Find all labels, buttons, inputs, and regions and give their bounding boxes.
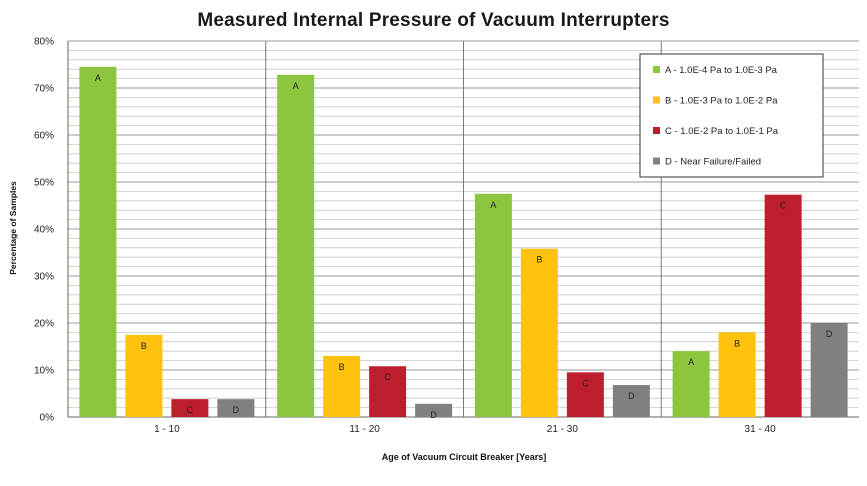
bar-label: A <box>688 357 694 367</box>
y-tick-label: 20% <box>34 319 54 330</box>
bar-d-1 <box>217 399 255 417</box>
y-tick-label: 10% <box>34 366 54 377</box>
bar-a-2 <box>277 74 315 417</box>
y-tick-label: 60% <box>34 131 54 142</box>
bar-label: A <box>95 73 101 83</box>
legend-label-b: B - 1.0E-3 Pa to 1.0E-2 Pa <box>665 96 778 107</box>
x-tick-label: 21 - 30 <box>547 424 579 435</box>
bar-b-3 <box>520 248 558 417</box>
x-axis-ticks: 1 - 10 11 - 20 21 - 30 31 - 40 <box>154 424 776 435</box>
bar-label: D <box>233 405 240 415</box>
bar-b-2 <box>323 355 361 417</box>
bar-d-2 <box>415 403 453 417</box>
legend-label-d: D - Near Failure/Failed <box>665 157 761 168</box>
legend-swatch-d <box>653 157 660 165</box>
y-tick-label: 50% <box>34 178 54 189</box>
bar-label: A <box>293 81 299 91</box>
legend-label-a: A - 1.0E-4 Pa to 1.0E-3 Pa <box>665 65 778 76</box>
x-axis-label: Age of Vacuum Circuit Breaker [Years] <box>382 452 547 462</box>
y-tick-label: 80% <box>34 37 54 48</box>
legend-swatch-a <box>653 66 660 73</box>
bar-b-4 <box>718 332 756 417</box>
legend-label-c: C - 1.0E-2 Pa to 1.0E-1 Pa <box>665 126 779 137</box>
bar-c-4 <box>764 194 802 417</box>
y-tick-label: 30% <box>34 272 54 283</box>
bar-a-3 <box>474 193 512 417</box>
bar-d-3 <box>612 385 650 417</box>
legend: A - 1.0E-4 Pa to 1.0E-3 Pa B - 1.0E-3 Pa … <box>639 53 824 178</box>
x-tick-label: 1 - 10 <box>154 424 180 435</box>
bar-label: B <box>536 255 542 265</box>
bar-label: B <box>339 362 345 372</box>
bar-c-1 <box>171 399 209 417</box>
bar-d-4 <box>810 323 848 417</box>
bar-b-1 <box>125 334 163 417</box>
bar-a-1 <box>79 66 117 417</box>
chart-title: Measured Internal Pressure of Vacuum Int… <box>197 10 670 31</box>
legend-swatch-c <box>653 127 660 134</box>
y-axis-label: Percentage of Samples <box>8 181 18 275</box>
y-tick-label: 40% <box>34 225 54 236</box>
x-tick-label: 31 - 40 <box>745 424 777 435</box>
bar-c-2 <box>369 366 407 417</box>
y-tick-label: 70% <box>34 84 54 95</box>
x-tick-label: 11 - 20 <box>349 424 380 435</box>
bar-label: B <box>141 341 147 351</box>
y-tick-label: 0% <box>40 413 55 424</box>
bar-label: C <box>187 405 194 415</box>
bars: A B C D A B C D A B C D A B C D <box>79 66 848 420</box>
bar-label: D <box>628 391 635 401</box>
bar-label: C <box>582 378 589 388</box>
bar-label: C <box>780 201 787 211</box>
legend-box <box>639 53 824 178</box>
bar-a-4 <box>672 351 710 417</box>
bar-label: D <box>430 410 437 420</box>
legend-swatch-b <box>653 96 660 104</box>
bar-c-3 <box>566 372 604 417</box>
bar-label: D <box>826 329 833 339</box>
bar-label: C <box>384 372 391 382</box>
y-axis-ticks: 0% 10% 20% 30% 40% 50% 60% 70% 80% <box>34 37 54 424</box>
bar-label: A <box>490 200 496 210</box>
bar-label: B <box>734 338 740 348</box>
